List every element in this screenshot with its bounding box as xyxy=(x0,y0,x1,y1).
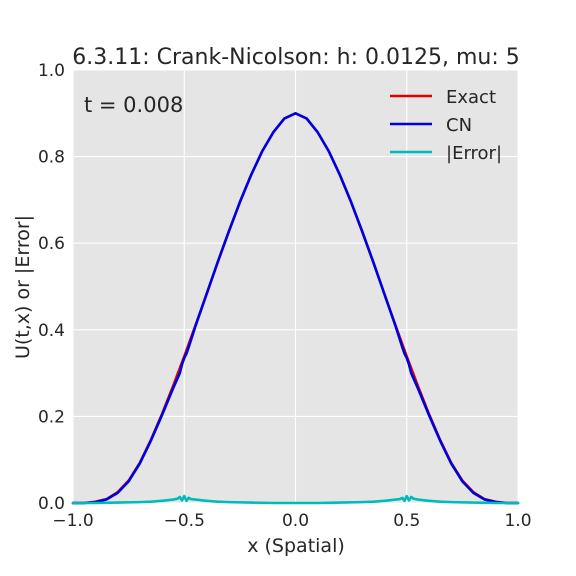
x-tick-label: 0.0 xyxy=(282,511,309,531)
y-tick-label: 0.8 xyxy=(38,148,65,168)
series-line-cn xyxy=(71,112,520,505)
legend: Exact CN |Error| xyxy=(390,87,502,164)
x-tick-labels: −1.0 −0.5 0.0 0.5 1.0 xyxy=(52,511,531,531)
legend-label: |Error| xyxy=(446,143,502,164)
y-tick-label: 0.4 xyxy=(38,321,65,341)
x-tick-label: 1.0 xyxy=(504,511,531,531)
series-layer xyxy=(71,112,520,505)
y-tick-label: 1.0 xyxy=(38,61,65,81)
y-tick-label: 0.0 xyxy=(38,494,65,514)
y-tick-label: 0.6 xyxy=(38,234,65,254)
y-tick-labels: 0.0 0.2 0.4 0.6 0.8 1.0 xyxy=(38,61,65,514)
y-tick-label: 0.2 xyxy=(38,407,65,427)
x-tick-label: −0.5 xyxy=(164,511,205,531)
series-line-error xyxy=(71,494,520,505)
x-axis-label: x (Spatial) xyxy=(247,535,345,557)
x-tick-label: 0.5 xyxy=(393,511,420,531)
x-tick-label: −1.0 xyxy=(52,511,93,531)
time-annotation: t = 0.008 xyxy=(84,93,183,117)
chart-title: 6.3.11: Crank-Nicolson: h: 0.0125, mu: 5 xyxy=(72,45,520,70)
legend-label: CN xyxy=(446,115,472,136)
y-axis-label: U(t,x) or |Error| xyxy=(12,215,34,359)
legend-label: Exact xyxy=(446,87,496,108)
